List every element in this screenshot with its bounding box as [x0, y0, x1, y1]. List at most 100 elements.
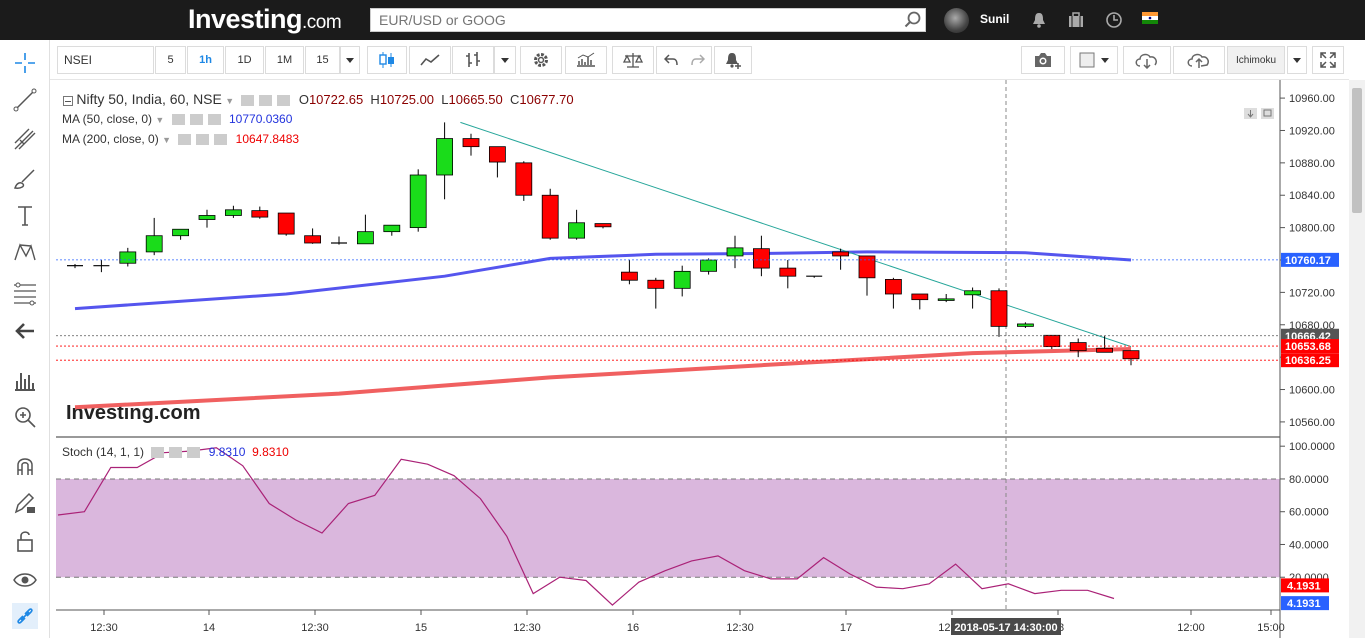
chevron-down-icon[interactable]: ▼: [155, 115, 165, 125]
layout-button[interactable]: [1070, 46, 1118, 74]
chart-area[interactable]: Investing.com 10960.00 10920.00 10880.00 10…: [56, 80, 1342, 638]
collapse-icon[interactable]: [63, 95, 73, 106]
chart-style-dropdown[interactable]: [494, 46, 516, 74]
measure-icon[interactable]: [12, 367, 38, 393]
pitchfork-icon[interactable]: [12, 126, 38, 152]
candle[interactable]: [93, 260, 110, 273]
clock-icon[interactable]: [1105, 11, 1123, 29]
candle[interactable]: [779, 260, 797, 289]
template-dropdown[interactable]: [1287, 46, 1307, 74]
interval-dropdown-button[interactable]: [340, 46, 360, 74]
bars-style-button[interactable]: [452, 46, 494, 74]
stoch-label[interactable]: Stoch (14, 1, 1): [62, 445, 145, 459]
magnet-icon[interactable]: [12, 453, 38, 479]
portfolio-icon[interactable]: [1067, 11, 1085, 29]
ma50-label[interactable]: MA (50, close, 0): [62, 112, 153, 126]
back-arrow-icon[interactable]: [12, 318, 38, 344]
candle[interactable]: [383, 224, 401, 236]
candle[interactable]: [251, 206, 269, 219]
ma200-settings-buttons[interactable]: [178, 134, 229, 146]
candle[interactable]: [1096, 336, 1113, 353]
save-chart-button[interactable]: [1173, 46, 1225, 74]
undo-button[interactable]: [656, 46, 684, 74]
candle[interactable]: [990, 288, 1008, 337]
screenshot-button[interactable]: [1021, 46, 1065, 74]
scrollbar-thumb[interactable]: [1352, 88, 1362, 213]
chart-canvas[interactable]: Investing.com 10960.0010920.0010880.0010…: [56, 80, 1342, 638]
crosshair-icon[interactable]: [12, 50, 38, 76]
interval-5-button[interactable]: 5: [155, 46, 186, 74]
candle[interactable]: [1122, 350, 1140, 366]
candle[interactable]: [964, 287, 981, 309]
settings-button[interactable]: [520, 46, 562, 74]
candle[interactable]: [436, 122, 454, 200]
candle[interactable]: [277, 212, 295, 236]
ma50-settings-buttons[interactable]: [171, 114, 222, 126]
series-settings-buttons[interactable]: [241, 95, 292, 107]
pattern-icon[interactable]: [12, 240, 38, 266]
interval-1h-button[interactable]: 1h: [187, 46, 224, 74]
candle[interactable]: [331, 236, 347, 245]
brush-icon[interactable]: [12, 166, 38, 192]
candle[interactable]: [172, 228, 189, 240]
candle[interactable]: [488, 146, 506, 178]
search-icon[interactable]: [904, 11, 922, 29]
candle[interactable]: [832, 248, 849, 270]
candle[interactable]: [568, 209, 585, 240]
candle[interactable]: [1069, 338, 1087, 358]
india-flag-icon[interactable]: [1142, 12, 1158, 24]
trend-line-icon[interactable]: [12, 87, 38, 113]
candle[interactable]: [304, 228, 322, 244]
candle[interactable]: [726, 235, 744, 269]
redo-button[interactable]: [684, 46, 712, 74]
search-input[interactable]: [370, 8, 926, 32]
pane-controls[interactable]: [1244, 108, 1278, 120]
chevron-down-icon[interactable]: ▼: [162, 135, 171, 145]
candle[interactable]: [1017, 322, 1034, 328]
eye-icon[interactable]: [12, 567, 38, 593]
candle[interactable]: [937, 294, 955, 303]
line-style-button[interactable]: [409, 46, 451, 74]
chart-title[interactable]: Nifty 50, India, 60, NSE: [76, 91, 222, 107]
candle[interactable]: [515, 161, 533, 201]
link-icon[interactable]: [12, 603, 38, 629]
indicators-button[interactable]: [565, 46, 607, 74]
load-chart-button[interactable]: [1123, 46, 1171, 74]
candle[interactable]: [673, 265, 691, 297]
ma200-label[interactable]: MA (200, close, 0): [62, 132, 159, 146]
fullscreen-button[interactable]: [1312, 46, 1344, 74]
candle[interactable]: [409, 169, 427, 232]
bell-icon[interactable]: [1030, 11, 1048, 29]
interval-15-button[interactable]: 15: [305, 46, 340, 74]
candle[interactable]: [145, 217, 163, 256]
interval-1m-button[interactable]: 1M: [265, 46, 304, 74]
candle[interactable]: [119, 247, 137, 267]
page-scrollbar[interactable]: [1349, 80, 1365, 638]
stoch-settings-buttons[interactable]: [151, 447, 202, 459]
chevron-down-icon[interactable]: ▼: [225, 96, 235, 106]
interval-1d-button[interactable]: 1D: [225, 46, 264, 74]
candle[interactable]: [647, 277, 665, 309]
avatar[interactable]: [944, 8, 969, 33]
candle[interactable]: [911, 293, 929, 310]
fibonacci-icon[interactable]: [12, 280, 38, 306]
investing-logo[interactable]: Investing.com: [188, 4, 342, 34]
unlock-icon[interactable]: [12, 528, 38, 554]
candle[interactable]: [462, 133, 480, 156]
candle[interactable]: [1043, 334, 1061, 350]
text-tool-icon[interactable]: [12, 203, 38, 229]
candle[interactable]: [224, 205, 242, 218]
zoom-in-icon[interactable]: [12, 404, 38, 430]
candle[interactable]: [67, 264, 83, 269]
candle[interactable]: [806, 275, 823, 278]
pencil-lock-icon[interactable]: [12, 490, 38, 516]
candle[interactable]: [885, 277, 902, 309]
candles-style-button[interactable]: [367, 46, 407, 74]
alert-button[interactable]: [714, 46, 752, 74]
candle[interactable]: [753, 235, 770, 277]
candle[interactable]: [541, 188, 559, 240]
candle[interactable]: [858, 255, 876, 296]
candle[interactable]: [356, 214, 374, 245]
ichimoku-template-button[interactable]: Ichimoku: [1227, 46, 1285, 74]
candle[interactable]: [198, 209, 216, 228]
